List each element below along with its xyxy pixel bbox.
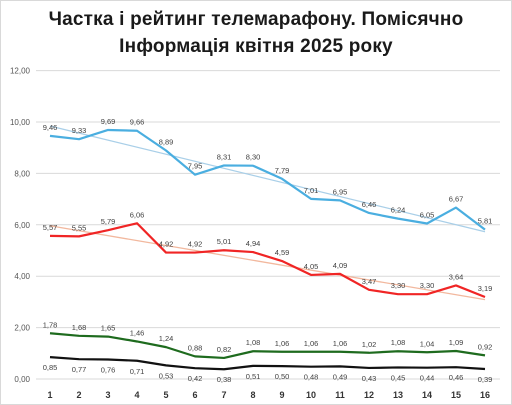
data-label: 0,88 bbox=[188, 343, 203, 352]
data-label: 6,06 bbox=[130, 210, 145, 219]
data-label: 0,39 bbox=[478, 375, 493, 384]
series-line-4 bbox=[49, 356, 486, 371]
x-tick-label: 10 bbox=[306, 390, 316, 400]
data-label: 1,06 bbox=[304, 339, 319, 348]
trend-line-2 bbox=[49, 225, 486, 301]
series-line-1 bbox=[49, 128, 486, 231]
data-label: 3,19 bbox=[478, 284, 493, 293]
chart-title: Частка і рейтинг телемарафону. Помісячно bbox=[48, 9, 464, 30]
data-label: 1,08 bbox=[391, 338, 406, 347]
data-label: 3,64 bbox=[449, 272, 464, 281]
data-label: 4,05 bbox=[304, 262, 319, 271]
data-label: 0,48 bbox=[304, 373, 319, 382]
data-label: 0,71 bbox=[130, 367, 145, 376]
data-label: 0,44 bbox=[420, 374, 435, 383]
data-label: 5,81 bbox=[478, 217, 493, 226]
data-label: 9,69 bbox=[101, 117, 116, 126]
x-tick-label: 6 bbox=[192, 390, 197, 400]
data-label: 4,92 bbox=[188, 240, 203, 249]
data-label: 8,31 bbox=[217, 152, 232, 161]
data-label: 1,78 bbox=[43, 320, 58, 329]
data-label: 4,92 bbox=[159, 240, 174, 249]
x-tick-label: 16 bbox=[480, 390, 490, 400]
data-label: 0,53 bbox=[159, 371, 174, 380]
data-label: 9,46 bbox=[43, 123, 58, 132]
data-label: 0,45 bbox=[391, 373, 406, 382]
data-label: 0,82 bbox=[217, 345, 232, 354]
data-label: 3,47 bbox=[362, 277, 377, 286]
x-tick-label: 2 bbox=[76, 390, 81, 400]
data-label: 0,46 bbox=[449, 373, 464, 382]
data-label: 7,01 bbox=[304, 186, 319, 195]
data-label: 5,57 bbox=[43, 223, 58, 232]
data-label: 6,05 bbox=[420, 211, 435, 220]
x-tick-label: 14 bbox=[422, 390, 432, 400]
data-label: 8,89 bbox=[159, 138, 174, 147]
x-tick-label: 5 bbox=[163, 390, 168, 400]
data-label: 4,94 bbox=[246, 239, 261, 248]
data-label: 4,59 bbox=[275, 248, 290, 257]
data-label: 0,42 bbox=[188, 374, 203, 383]
data-label: 0,49 bbox=[333, 372, 348, 381]
y-tick-label: 12,00 bbox=[10, 67, 31, 76]
chart-subtitle: Інформація квітня 2025 року bbox=[119, 36, 393, 57]
data-label: 1,65 bbox=[101, 324, 116, 333]
data-label: 7,79 bbox=[275, 166, 290, 175]
data-label: 0,38 bbox=[217, 375, 232, 384]
data-label: 0,51 bbox=[246, 372, 261, 381]
y-tick-label: 10,00 bbox=[10, 118, 31, 127]
x-tick-label: 8 bbox=[250, 390, 255, 400]
data-label: 9,66 bbox=[130, 118, 145, 127]
data-label: 5,79 bbox=[101, 217, 116, 226]
x-tick-label: 7 bbox=[221, 390, 226, 400]
data-label: 1,02 bbox=[362, 340, 377, 349]
x-tick-label: 15 bbox=[451, 390, 461, 400]
data-label: 9,33 bbox=[72, 126, 87, 135]
data-label: 5,55 bbox=[72, 223, 87, 232]
data-label: 6,46 bbox=[362, 200, 377, 209]
data-label: 1,08 bbox=[246, 338, 261, 347]
data-label: 1,68 bbox=[72, 323, 87, 332]
data-label: 1,09 bbox=[449, 338, 464, 347]
data-label: 4,09 bbox=[333, 261, 348, 270]
x-tick-label: 9 bbox=[279, 390, 284, 400]
data-label: 1,24 bbox=[159, 334, 174, 343]
y-tick-label: 0,00 bbox=[14, 375, 30, 384]
data-label: 1,06 bbox=[275, 339, 290, 348]
data-label: 0,92 bbox=[478, 342, 493, 351]
data-label: 6,95 bbox=[333, 187, 348, 196]
y-tick-label: 8,00 bbox=[14, 169, 30, 178]
series-line-3 bbox=[49, 332, 486, 360]
x-tick-label: 12 bbox=[364, 390, 374, 400]
data-label: 0,77 bbox=[72, 365, 87, 374]
data-label: 1,04 bbox=[420, 339, 435, 348]
data-label: 6,67 bbox=[449, 195, 464, 204]
data-label: 5,01 bbox=[217, 237, 232, 246]
data-label: 6,24 bbox=[391, 206, 406, 215]
data-label: 0,76 bbox=[101, 365, 116, 374]
data-label: 0,85 bbox=[43, 363, 58, 372]
trend-line-1 bbox=[49, 125, 486, 233]
x-tick-label: 11 bbox=[335, 390, 345, 400]
y-tick-label: 4,00 bbox=[14, 272, 30, 281]
data-label: 3,30 bbox=[391, 281, 406, 290]
x-tick-label: 4 bbox=[134, 390, 139, 400]
x-tick-label: 1 bbox=[47, 390, 52, 400]
data-label: 1,06 bbox=[333, 339, 348, 348]
y-tick-label: 2,00 bbox=[14, 324, 30, 333]
x-tick-label: 13 bbox=[393, 390, 403, 400]
data-label: 8,30 bbox=[246, 153, 261, 162]
data-label: 1,46 bbox=[130, 328, 145, 337]
y-tick-label: 6,00 bbox=[14, 221, 30, 230]
data-label: 0,50 bbox=[275, 372, 290, 381]
data-label: 0,43 bbox=[362, 374, 377, 383]
x-tick-label: 3 bbox=[105, 390, 110, 400]
data-label: 7,95 bbox=[188, 162, 203, 171]
data-label: 3,30 bbox=[420, 281, 435, 290]
series-line-2 bbox=[49, 222, 486, 299]
